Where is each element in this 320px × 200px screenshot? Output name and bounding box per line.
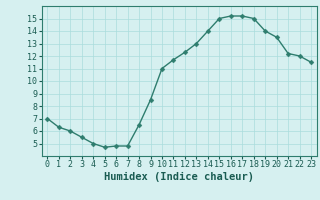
X-axis label: Humidex (Indice chaleur): Humidex (Indice chaleur) xyxy=(104,172,254,182)
